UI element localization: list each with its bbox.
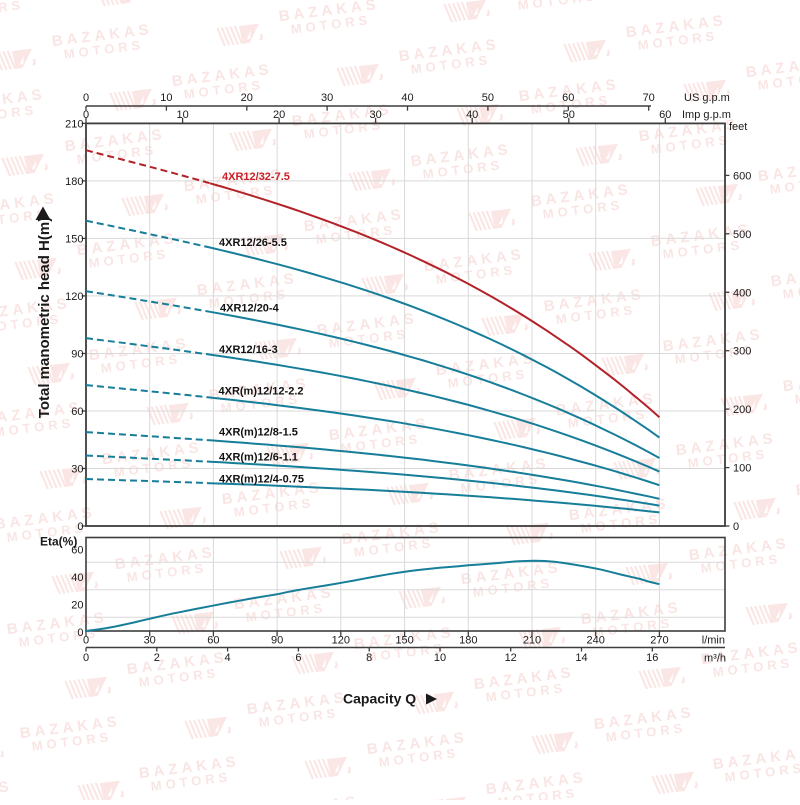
svg-text:30: 30: [144, 635, 156, 647]
svg-text:300: 300: [733, 346, 751, 358]
svg-text:90: 90: [271, 635, 283, 647]
svg-text:30: 30: [71, 464, 83, 476]
svg-text:l/min: l/min: [702, 635, 725, 647]
svg-text:50: 50: [563, 109, 575, 121]
svg-text:60: 60: [207, 635, 219, 647]
svg-text:6: 6: [295, 652, 301, 664]
svg-text:270: 270: [650, 635, 668, 647]
svg-text:14: 14: [575, 652, 587, 664]
svg-text:20: 20: [71, 600, 83, 612]
svg-text:feet: feet: [729, 121, 747, 133]
svg-text:0: 0: [733, 521, 739, 533]
svg-text:MOTORS: MOTORS: [794, 382, 800, 407]
svg-text:40: 40: [401, 92, 413, 104]
svg-text:20: 20: [273, 109, 285, 121]
svg-text:180: 180: [65, 176, 83, 188]
svg-text:10: 10: [160, 92, 172, 104]
svg-text:180: 180: [459, 635, 477, 647]
svg-text:70: 70: [643, 92, 655, 104]
svg-text:0: 0: [77, 627, 83, 639]
svg-text:4XR12/16-3: 4XR12/16-3: [219, 344, 278, 356]
svg-text:210: 210: [65, 118, 83, 130]
svg-text:4XR12/26-5.5: 4XR12/26-5.5: [219, 237, 287, 249]
svg-text:400: 400: [733, 287, 751, 299]
svg-text:BAZAKAS: BAZAKAS: [0, 673, 2, 702]
svg-text:10: 10: [434, 652, 446, 664]
svg-text:120: 120: [65, 291, 83, 303]
svg-text:50: 50: [482, 92, 494, 104]
svg-text:150: 150: [395, 635, 413, 647]
svg-text:0: 0: [83, 635, 89, 647]
svg-text:2: 2: [154, 652, 160, 664]
svg-text:16: 16: [646, 652, 658, 664]
svg-text:60: 60: [659, 109, 671, 121]
svg-text:Total manometric head H(m): Total manometric head H(m): [36, 217, 53, 418]
svg-text:0: 0: [83, 92, 89, 104]
svg-text:8: 8: [366, 652, 372, 664]
svg-text:30: 30: [321, 92, 333, 104]
svg-text:0: 0: [77, 521, 83, 533]
svg-text:12: 12: [505, 652, 517, 664]
svg-text:4: 4: [225, 652, 231, 664]
svg-text:30: 30: [369, 109, 381, 121]
svg-text:4XR(m)12/4-0.75: 4XR(m)12/4-0.75: [219, 474, 304, 486]
svg-text:4XR12/20-4: 4XR12/20-4: [220, 303, 280, 315]
svg-text:4XR(m)12/6-1.1: 4XR(m)12/6-1.1: [219, 452, 298, 464]
svg-text:4XR12/32-7.5: 4XR12/32-7.5: [222, 171, 290, 183]
svg-text:150: 150: [65, 233, 83, 245]
svg-text:210: 210: [523, 635, 541, 647]
svg-text:4XR(m)12/8-1.5: 4XR(m)12/8-1.5: [219, 427, 298, 439]
svg-text:10: 10: [176, 109, 188, 121]
svg-text:4XR(m)12/12-2.2: 4XR(m)12/12-2.2: [219, 386, 304, 398]
svg-text:100: 100: [733, 463, 751, 475]
svg-text:m³/h: m³/h: [704, 653, 726, 665]
svg-text:BAZAKAS: BAZAKAS: [795, 470, 800, 499]
svg-text:60: 60: [71, 406, 83, 418]
svg-text:Eta(%): Eta(%): [40, 535, 77, 549]
svg-text:120: 120: [332, 635, 350, 647]
svg-text:200: 200: [733, 404, 751, 416]
svg-text:90: 90: [71, 349, 83, 361]
svg-text:60: 60: [562, 92, 574, 104]
svg-text:40: 40: [71, 572, 83, 584]
svg-text:US g.p.m: US g.p.m: [684, 92, 730, 104]
svg-text:500: 500: [733, 229, 751, 241]
svg-text:Capacity Q: Capacity Q: [343, 691, 416, 707]
svg-text:0: 0: [83, 652, 89, 664]
svg-text:240: 240: [587, 635, 605, 647]
svg-text:Imp g.p.m: Imp g.p.m: [682, 109, 731, 121]
svg-text:0: 0: [83, 109, 89, 121]
svg-text:60: 60: [71, 545, 83, 557]
svg-text:40: 40: [466, 109, 478, 121]
svg-text:20: 20: [241, 92, 253, 104]
svg-text:600: 600: [733, 170, 751, 182]
